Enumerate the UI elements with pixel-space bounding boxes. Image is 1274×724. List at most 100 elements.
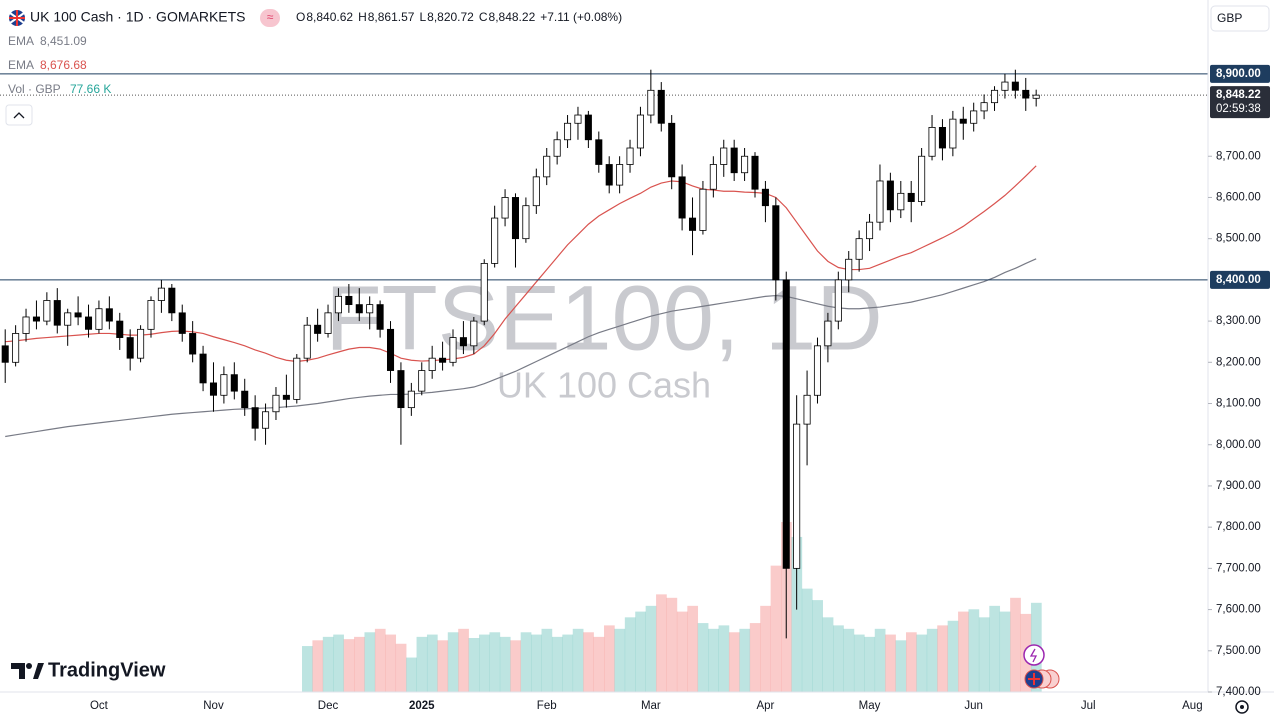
badge-icon: ≈ [267,10,274,24]
candle-body [949,118,957,149]
chevron-up [13,112,25,119]
volume-bar [645,605,657,692]
candle-body [105,308,113,322]
candle-body [501,197,509,219]
candle-body [834,279,842,322]
candle-body [366,304,374,314]
price-axis-bg [1208,0,1274,724]
volume-bar [458,628,469,692]
level-label: 8,900.00 [1216,68,1261,80]
candle-body [605,164,613,186]
volume-bar [760,605,771,692]
candle-body [543,155,551,178]
candle-body [886,180,894,211]
tradingview-logo[interactable]: TradingView [11,659,166,681]
volume-bar [614,628,626,692]
button-frame [5,104,33,126]
ohlc-key: L [419,10,426,24]
candle-body [1,345,9,363]
candle-body [459,337,467,347]
data-provider-badge[interactable] [260,9,280,27]
y-tick-label: 8,200.00 [1216,356,1261,368]
volume-bar [322,636,334,692]
ohlc-value: 8,820.72 [427,10,474,24]
candle-body [220,374,228,396]
symbol-title: UK 100 Cash · 1D · GOMARKETS [30,9,246,25]
event-icons[interactable] [1023,644,1060,689]
candle-body [137,328,145,359]
volume-bar [801,588,813,692]
candle-body [959,118,967,124]
indicator-value: 8,676.68 [40,58,87,72]
x-tick-label: May [859,700,881,712]
candle-body [751,155,759,190]
candle-body [397,370,405,409]
indicator-value: 77.66 K [70,82,111,96]
candle-body [386,328,395,371]
candle-body [84,316,93,330]
symbol-header[interactable]: UK 100 Cash · 1D · GOMARKETS [9,9,246,26]
ohlc-key: O [296,10,305,24]
volume-bar [916,634,928,692]
volume-bar [822,617,834,692]
candle-body [616,164,624,186]
level-label-box [1210,64,1270,83]
candle-body [595,139,603,165]
x-tick-label: Oct [90,700,109,712]
candle-body [897,192,905,211]
candle-body [293,357,301,400]
ohlc-legend: O 8,840.62 H 8,861.57 L 8,820.72 C 8,848.22 +7.1… [296,10,622,24]
logo-mark [11,663,25,679]
indicator-name: EMA [8,34,34,48]
volume-bar [468,638,480,692]
level-label: 8,400.00 [1216,274,1261,286]
candle-body [866,221,874,240]
ohlc-value: 8,861.57 [368,10,415,24]
volume-bar [958,611,969,692]
candle-body [709,164,717,190]
countdown-label: 02:59:38 [1216,103,1261,115]
y-tick-label: 7,400.00 [1216,686,1261,698]
candle-body [990,89,999,104]
volume-bar [1010,597,1021,692]
y-tick-label: 7,900.00 [1216,480,1261,492]
event-icon-bolt [1029,648,1038,663]
volume-bar [302,646,313,692]
candle-body [1032,94,1040,99]
volume-bar [385,634,397,692]
candle-body [928,126,936,157]
ohlc-key: C [479,10,488,24]
candle-body [980,102,988,112]
volume-bar [479,634,490,692]
currency-button[interactable]: GBP [1210,5,1270,32]
volume-bar [947,620,959,692]
indicator-name: Vol · GBP [8,82,61,96]
candle-body [282,394,290,400]
candle-body [970,110,978,124]
candle-body [43,300,51,322]
volume-bar [312,640,324,692]
candle-body [272,394,280,413]
flag-cross [9,10,25,26]
y-tick-label: 8,000.00 [1216,439,1261,451]
candle-body [178,312,186,334]
volume-bar [426,634,438,692]
volume-bar [895,640,907,692]
collapse-button[interactable] [5,104,33,126]
candle-body [855,238,863,260]
volume-bar [447,632,459,692]
candle-body [761,188,769,207]
candle-body [532,176,540,207]
candle-body [168,287,176,314]
volume-bar [562,634,574,692]
settings-button[interactable] [1235,700,1249,714]
volume-bar [395,643,407,692]
candle-body [95,308,103,330]
candle-body [720,147,728,165]
volume-bar [489,632,501,692]
candle-body [803,394,811,425]
logo-mark [33,663,44,679]
candle-body [355,304,363,314]
candle-body [1022,89,1030,99]
